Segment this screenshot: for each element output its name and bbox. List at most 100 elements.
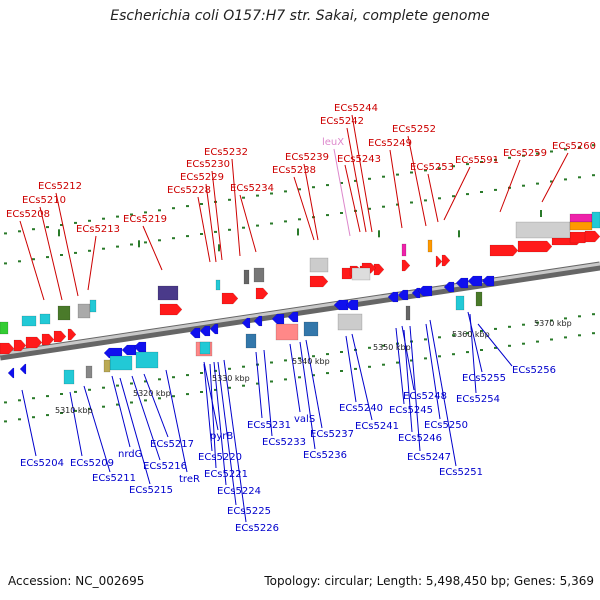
gene-label[interactable]: ECs5217	[150, 439, 194, 450]
track-dot	[88, 249, 91, 252]
track-dot	[298, 218, 301, 221]
gene-label[interactable]: ECs5248	[403, 391, 447, 402]
track-dot	[592, 332, 595, 335]
track-dot	[550, 150, 553, 153]
track-dot	[18, 230, 21, 233]
gene-label[interactable]: ECs5242	[320, 116, 364, 127]
track-dot	[550, 338, 553, 341]
feature-block	[427, 239, 433, 253]
gene-arrow-forward	[584, 230, 600, 243]
track-dot	[158, 239, 161, 242]
gene-label[interactable]: ECs5260	[552, 141, 596, 152]
gene-label[interactable]: ECs5251	[439, 467, 483, 478]
track-dot	[60, 393, 63, 395]
track-dot	[340, 182, 343, 184]
gene-label[interactable]: ECs5245	[389, 405, 433, 416]
gene-label[interactable]: leuX	[322, 137, 344, 148]
label-connector	[39, 206, 63, 301]
genome-backbone-highlight	[0, 262, 600, 356]
gene-label[interactable]: ECs5225	[227, 506, 271, 517]
gene-label[interactable]: ECs5208	[6, 209, 50, 220]
gene-arrow-forward	[489, 244, 519, 257]
gene-label[interactable]: ECs5204	[20, 458, 64, 469]
gene-label[interactable]: ECs5211	[92, 473, 136, 484]
track-dot	[354, 367, 357, 370]
scale-tick	[540, 210, 542, 217]
gene-label[interactable]: ECs5244	[334, 103, 378, 114]
gene-label[interactable]: ECs5239	[285, 152, 329, 163]
gene-label[interactable]: ECs5243	[337, 154, 381, 165]
gene-label[interactable]: pyrB	[210, 431, 233, 442]
gene-label[interactable]: ECs5255	[462, 373, 506, 384]
track-dot	[32, 416, 35, 419]
track-dot	[4, 262, 7, 265]
forward-gene-labels: ECs5208 ECs5210 ECs5212 ECs5213 ECs5219 …	[6, 103, 596, 235]
track-dot	[494, 158, 497, 161]
gene-label[interactable]: ECs5259	[503, 148, 547, 159]
gene-label[interactable]: ECs5253	[410, 162, 454, 173]
gene-label[interactable]: ECs5591	[455, 155, 499, 166]
label-connector	[255, 351, 263, 419]
track-dot	[480, 191, 483, 193]
gene-label[interactable]: treR	[179, 474, 200, 485]
label-connector	[217, 361, 237, 506]
track-dot	[508, 344, 511, 347]
label-connector	[165, 369, 188, 473]
gene-label[interactable]: ECs5212	[38, 181, 82, 192]
gene-label[interactable]: ECs5209	[70, 458, 114, 469]
track-dot	[270, 361, 273, 364]
track-dot	[326, 372, 329, 375]
gene-label[interactable]: valS	[294, 414, 315, 425]
label-connector	[403, 329, 413, 433]
gene-label[interactable]: ECs5241	[355, 421, 399, 432]
feature-block	[515, 221, 571, 239]
track-dot	[298, 357, 301, 360]
gene-label[interactable]: ECs5252	[392, 124, 436, 135]
label-connector	[407, 135, 427, 227]
track-dot	[368, 365, 371, 368]
gene-label[interactable]: ECs5240	[339, 403, 383, 414]
gene-arrow-forward	[517, 240, 553, 253]
gene-label[interactable]: ECs5213	[76, 224, 120, 235]
gene-label[interactable]: ECs5247	[407, 452, 451, 463]
gene-label[interactable]: nrdG	[118, 449, 142, 460]
gene-label[interactable]: ECs5250	[424, 420, 468, 431]
label-connector	[21, 389, 37, 457]
track-dot	[298, 376, 301, 379]
gene-label[interactable]: ECs5226	[235, 523, 279, 534]
gene-label[interactable]: ECs5237	[310, 429, 354, 440]
track-dot	[368, 346, 371, 349]
gene-label[interactable]: ECs5254	[456, 394, 500, 405]
label-connector	[346, 127, 367, 233]
gene-label[interactable]: ECs5230	[186, 159, 230, 170]
map-title: Escherichia coli O157:H7 str. Sakai, com…	[110, 8, 490, 24]
track-dot	[158, 378, 161, 381]
gene-label[interactable]: ECs5215	[129, 485, 173, 496]
gene-arrow-reverse	[121, 344, 137, 356]
tick-label: 5360 kbp	[452, 330, 490, 339]
gene-label[interactable]: ECs5224	[217, 486, 261, 497]
label-connector	[299, 341, 316, 450]
gene-label[interactable]: ECs5249	[368, 138, 412, 149]
gene-arrow-reverse	[189, 327, 201, 339]
gene-label[interactable]: ECs5216	[143, 461, 187, 472]
gene-label[interactable]: ECs5219	[123, 214, 167, 225]
gene-label[interactable]: ECs5220	[198, 452, 242, 463]
track-dot	[536, 182, 539, 185]
gene-label[interactable]: ECs5233	[262, 437, 306, 448]
gene-label[interactable]: ECs5231	[247, 420, 291, 431]
gene-label[interactable]: ECs5232	[204, 147, 248, 158]
gene-label[interactable]: ECs5228	[167, 185, 211, 196]
gene-label[interactable]: ECs5236	[303, 450, 347, 461]
track-dot	[200, 233, 203, 235]
gene-label[interactable]: ECs5246	[398, 433, 442, 444]
gene-label[interactable]: ECs5229	[180, 172, 224, 183]
gene-label[interactable]: ECs5210	[22, 195, 66, 206]
gene-label[interactable]: ECs5221	[204, 469, 248, 480]
track-dot	[494, 188, 497, 191]
track-dot	[214, 230, 217, 233]
gene-label[interactable]: ECs5256	[512, 365, 556, 376]
gene-label[interactable]: ECs5234	[230, 183, 274, 194]
gene-label[interactable]: ECs5238	[272, 165, 316, 176]
